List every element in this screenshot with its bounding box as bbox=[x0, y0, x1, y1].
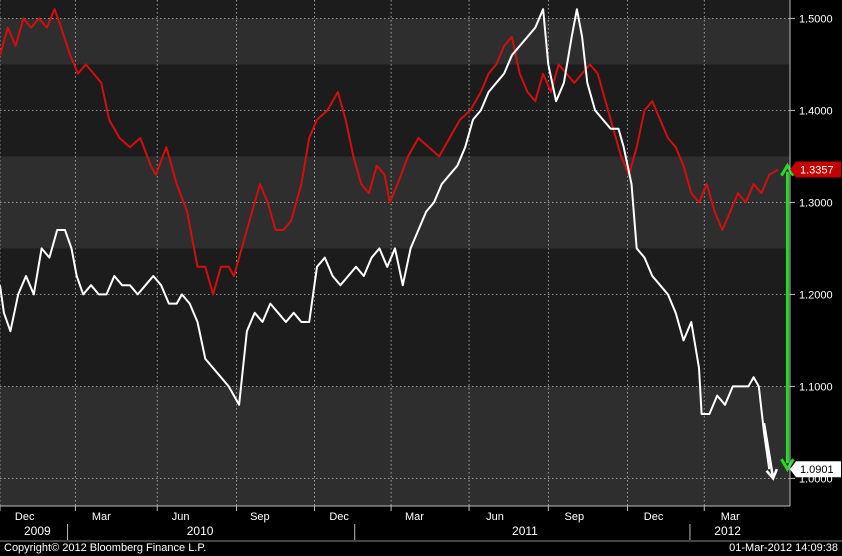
x-tick-label: Mar bbox=[721, 511, 740, 523]
x-tick-label: Dec bbox=[329, 511, 349, 523]
year-label: 2011 bbox=[512, 524, 538, 538]
timestamp-text: 01-Mar-2012 14:09:38 bbox=[729, 542, 838, 554]
white-arrow-shaft bbox=[762, 422, 775, 479]
x-tick-label: Mar bbox=[405, 511, 424, 523]
red-last-value-label: 1.3357 bbox=[800, 165, 834, 177]
footer: Copyright© 2012 Bloomberg Finance L.P. 0… bbox=[4, 542, 838, 554]
annotation-arrows bbox=[762, 162, 795, 481]
x-tick-label: Mar bbox=[92, 511, 111, 523]
x-tick-label: Jun bbox=[486, 511, 504, 523]
y-tick-label: 1.4000 bbox=[799, 105, 833, 117]
white-last-value-tag bbox=[790, 461, 841, 478]
green-arrow-head-up bbox=[780, 162, 795, 177]
x-tick-label: Sep bbox=[565, 511, 585, 523]
x-axis-panel bbox=[0, 506, 842, 556]
year-label: 2010 bbox=[187, 524, 214, 538]
year-label: 2012 bbox=[714, 524, 741, 538]
x-tick-label: Jun bbox=[172, 511, 190, 523]
x-tick-label: Sep bbox=[250, 511, 270, 523]
white-series-line bbox=[0, 8, 771, 470]
y-tick-label: 1.1000 bbox=[799, 381, 833, 393]
green-arrow-head-down bbox=[780, 458, 795, 473]
y-tick-label: 1.2000 bbox=[799, 289, 833, 301]
red-series-line bbox=[0, 8, 779, 296]
x-tick-label: Dec bbox=[15, 511, 35, 523]
white-last-value-label: 1.0901 bbox=[800, 464, 834, 476]
year-label: 2009 bbox=[24, 524, 51, 538]
white-arrow-head bbox=[765, 468, 779, 481]
x-tick-label: Dec bbox=[644, 511, 664, 523]
background-band bbox=[0, 386, 790, 506]
copyright-text: Copyright© 2012 Bloomberg Finance L.P. bbox=[4, 542, 206, 554]
y-axis: 1.50001.40001.30001.20001.10001.00001.33… bbox=[789, 0, 841, 506]
y-tick-label: 1.5000 bbox=[799, 13, 833, 25]
background-band bbox=[0, 18, 790, 65]
background-band bbox=[0, 156, 790, 249]
series-lines bbox=[0, 8, 779, 470]
x-axis: Dec Mar Jun Sep Dec Mar Jun Sep Dec Mar 2009 2010 20… bbox=[0, 505, 842, 542]
red-last-value-tag bbox=[790, 161, 841, 178]
y-tick-label: 1.3000 bbox=[799, 197, 833, 209]
